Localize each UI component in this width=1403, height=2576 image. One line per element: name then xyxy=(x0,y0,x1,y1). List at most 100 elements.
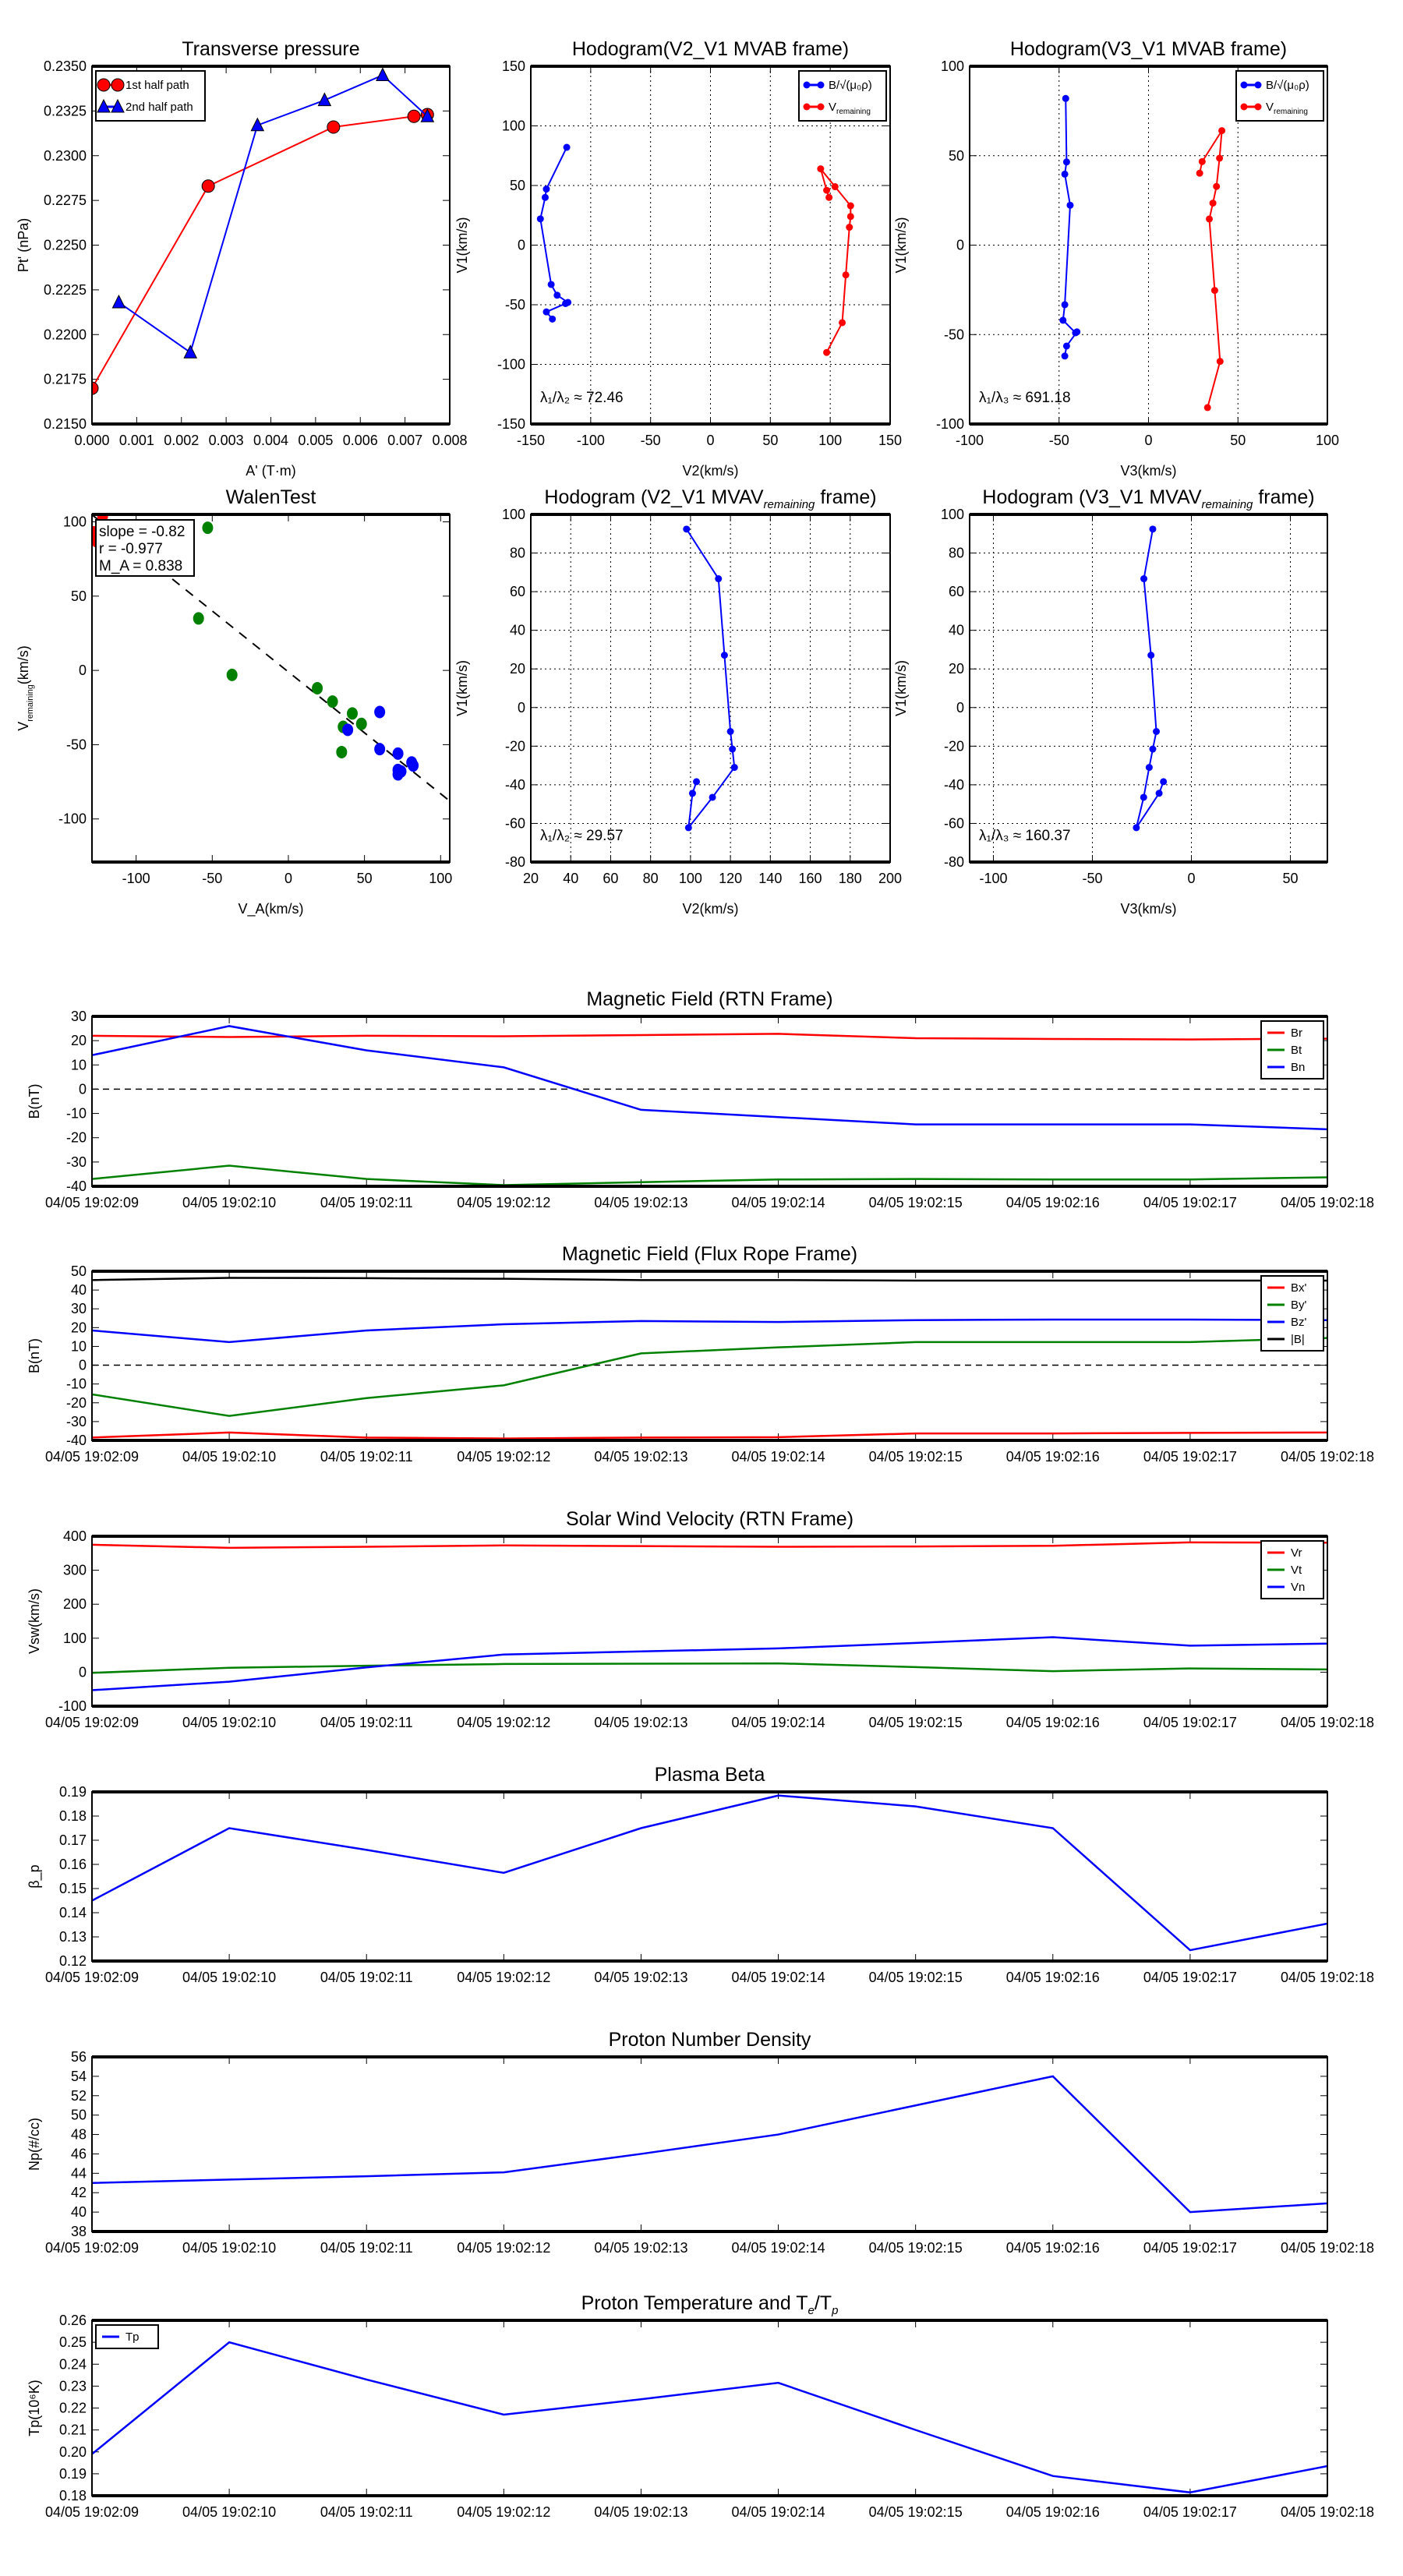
x-tick-label: 04/05 19:02:16 xyxy=(1006,1970,1100,1985)
y-tick-label: 40 xyxy=(71,2204,87,2220)
x-tick-label: 60 xyxy=(603,871,618,886)
series-bz- xyxy=(92,1318,1327,1344)
y-tick-label: 300 xyxy=(63,1563,87,1578)
y-axis-label: Tp(10⁶K) xyxy=(27,2380,42,2436)
data-point xyxy=(1240,81,1248,89)
y-axis-label: Vremaining(km/s) xyxy=(16,645,35,730)
series-line xyxy=(92,1025,1327,1131)
y-tick-label: 0.2200 xyxy=(44,327,87,342)
series-b- xyxy=(536,143,572,323)
data-point xyxy=(97,98,111,113)
y-axis-label: B(nT) xyxy=(27,1338,42,1373)
x-tick-label: -50 xyxy=(1049,433,1069,448)
y-tick-label: 20 xyxy=(949,661,964,677)
legend-label: Vremaining xyxy=(1266,101,1308,116)
data-point xyxy=(1218,127,1226,135)
series-line xyxy=(1062,98,1078,356)
y-tick-label: 0.13 xyxy=(59,1929,87,1945)
x-tick-label: 04/05 19:02:18 xyxy=(1281,1970,1374,1985)
series-2nd-half-path xyxy=(111,67,435,359)
y-tick-label: 100 xyxy=(63,1631,87,1646)
data-point xyxy=(542,186,550,193)
y-tick-label: 80 xyxy=(949,546,964,561)
legend-item: Bn xyxy=(1267,1061,1305,1074)
series-v xyxy=(1133,525,1168,832)
x-tick-label: 100 xyxy=(818,433,842,448)
series-line xyxy=(1135,528,1164,829)
chart-title: Solar Wind Velocity (RTN Frame) xyxy=(566,1508,853,1530)
x-axis-label: V3(km/s) xyxy=(1121,901,1177,917)
y-tick-label: 20 xyxy=(71,1320,87,1335)
chart-panel: Solar Wind Velocity (RTN Frame) 04/05 19:… xyxy=(27,1508,1374,1730)
chart-panel: Plasma Beta 04/05 19:02:09 04/05 19:02:10 0… xyxy=(27,1764,1374,1985)
y-tick-label: 0 xyxy=(956,700,964,716)
series-np xyxy=(92,2075,1327,2214)
legend-label: Vr xyxy=(1291,1546,1302,1560)
plot-area xyxy=(92,66,450,424)
y-tick-label: -20 xyxy=(944,738,964,754)
y-tick-label: -40 xyxy=(944,777,964,793)
x-tick-label: 04/05 19:02:17 xyxy=(1143,2240,1237,2256)
y-tick-label: 20 xyxy=(510,661,525,677)
y-tick-label: 0.19 xyxy=(59,2466,87,2482)
x-tick-label: 04/05 19:02:11 xyxy=(320,2240,413,2256)
series-line xyxy=(539,147,570,320)
x-tick-label: 04/05 19:02:09 xyxy=(45,1970,139,1985)
data-point xyxy=(729,745,737,753)
y-tick-label: 0.2150 xyxy=(44,416,87,432)
y-axis-label: V1(km/s) xyxy=(454,217,470,274)
y-axis-label: V1(km/s) xyxy=(893,217,909,274)
y-tick-label: 0.2275 xyxy=(44,193,87,208)
data-point xyxy=(563,143,571,151)
x-tick-label: 04/05 19:02:16 xyxy=(1006,1715,1100,1730)
data-point xyxy=(336,745,348,758)
x-tick-label: 04/05 19:02:10 xyxy=(182,2240,276,2256)
series-vt xyxy=(92,1662,1327,1674)
y-tick-label: 0.26 xyxy=(59,2313,87,2328)
y-tick-label: 50 xyxy=(510,178,525,193)
data-point xyxy=(1213,182,1221,190)
x-tick-label: 04/05 19:02:15 xyxy=(869,1715,963,1730)
x-tick-label: 04/05 19:02:13 xyxy=(594,1715,687,1730)
legend-item: Vr xyxy=(1267,1546,1302,1560)
plot-area xyxy=(531,514,890,862)
data-point xyxy=(1210,287,1218,295)
y-tick-label: 0 xyxy=(518,700,525,716)
chart-title: Plasma Beta xyxy=(655,1764,765,1786)
x-tick-label: 04/05 19:02:09 xyxy=(45,2504,139,2520)
data-point xyxy=(846,224,853,231)
x-tick-label: 04/05 19:02:14 xyxy=(731,2504,825,2520)
series-line xyxy=(92,2075,1327,2214)
x-tick-label: 04/05 19:02:10 xyxy=(182,2504,276,2520)
legend-item: By' xyxy=(1267,1299,1307,1312)
data-point xyxy=(842,271,850,279)
legend-label: B/√(μ₀ρ) xyxy=(829,79,872,92)
data-point xyxy=(183,345,198,359)
data-point xyxy=(839,319,846,327)
legend: Br Bt Bn xyxy=(1260,1020,1324,1080)
y-tick-label: -10 xyxy=(66,1106,87,1122)
series-v xyxy=(683,525,738,832)
x-tick-label: 0.002 xyxy=(164,433,199,448)
x-tick-label: 04/05 19:02:11 xyxy=(320,2504,413,2520)
y-tick-label: 44 xyxy=(71,2165,87,2181)
series-line xyxy=(92,1318,1327,1344)
x-tick-label: 180 xyxy=(839,871,862,886)
x-tick-label: 04/05 19:02:12 xyxy=(457,1970,550,1985)
eigenvalue-ratio-label: λ₁/λ₂ ≈ 29.57 xyxy=(540,828,624,844)
x-tick-label: 04/05 19:02:13 xyxy=(594,2504,687,2520)
x-tick-label: 04/05 19:02:09 xyxy=(45,1449,139,1465)
plot-marks xyxy=(1059,94,1226,412)
data-point xyxy=(1066,201,1074,209)
legend-item: B/√(μ₀ρ) xyxy=(803,79,872,92)
series-line xyxy=(1199,130,1223,408)
x-tick-label: 140 xyxy=(758,871,782,886)
data-point xyxy=(1059,316,1067,324)
x-tick-label: 150 xyxy=(878,433,902,448)
series-line xyxy=(92,2341,1327,2494)
series-line xyxy=(92,1431,1327,1440)
series-by- xyxy=(92,1337,1327,1417)
x-axis-label: V2(km/s) xyxy=(683,463,739,479)
x-tick-label: 04/05 19:02:14 xyxy=(731,1715,825,1730)
x-tick-label: -50 xyxy=(202,871,222,886)
